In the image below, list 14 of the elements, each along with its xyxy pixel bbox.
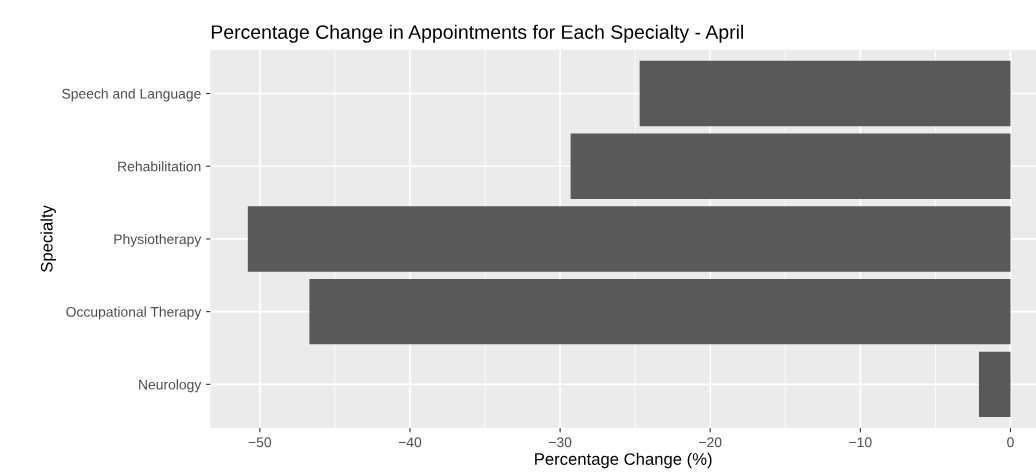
x-tick-label: 0 (1007, 437, 1014, 448)
y-tick-label: Neurology (139, 379, 202, 393)
y-tick-label: Physiotherapy (114, 233, 202, 247)
x-tick-label: −40 (398, 437, 422, 448)
y-axis-title: Specialty (40, 205, 56, 272)
y-tick-label: Occupational Therapy (66, 306, 202, 320)
y-tick-label: Speech and Language (62, 88, 201, 102)
x-tick-label: −50 (248, 437, 272, 448)
x-tick-label: −10 (849, 437, 872, 448)
x-tick-label: −20 (699, 437, 722, 448)
x-axis-title: Percentage Change (%) (535, 452, 712, 469)
y-tick-label: Rehabilitation (118, 161, 201, 172)
x-tick-label: −30 (549, 437, 572, 448)
chart-title: Percentage Change in Appointments for Each Specialty - April (211, 24, 743, 43)
